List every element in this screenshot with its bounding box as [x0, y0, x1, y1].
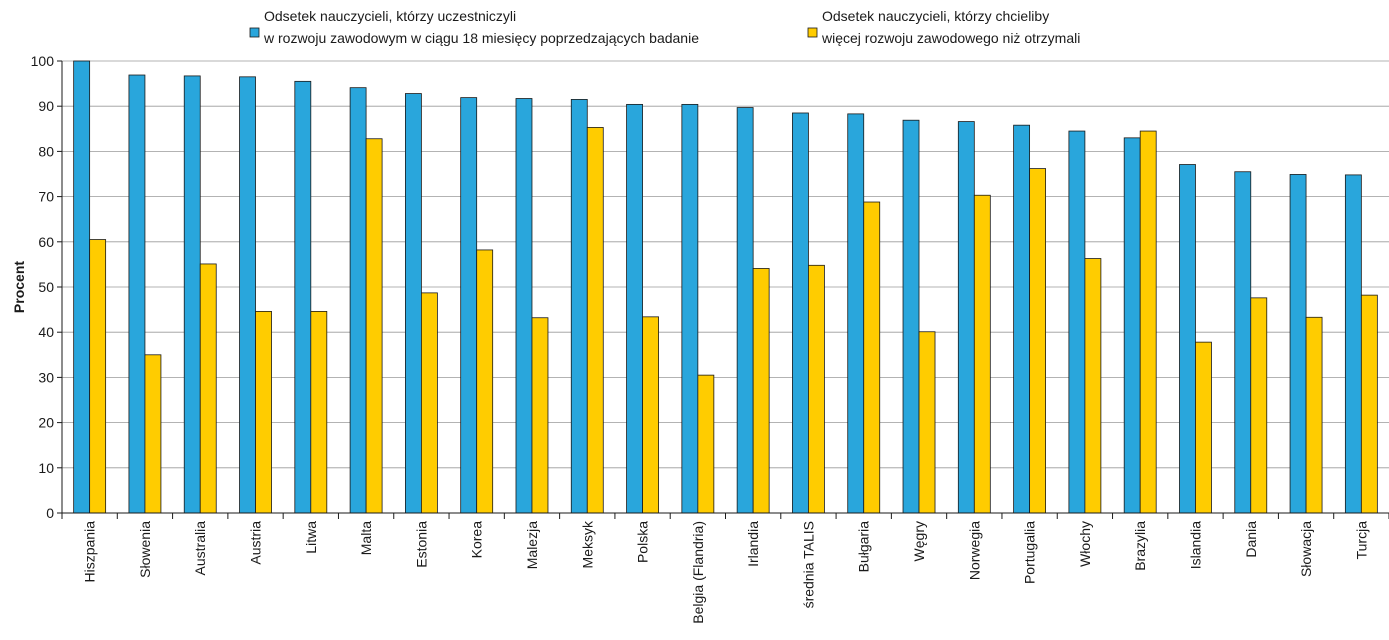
x-category-label: Polska: [635, 521, 651, 563]
bar-participated-1: [128, 74, 146, 514]
y-tick-label: 100: [31, 53, 55, 69]
x-axis-labels: Hiszpania Słowenia Australia Austria Litwa Ma…: [82, 520, 1370, 624]
x-category-label: Meksyk: [579, 520, 595, 568]
bar-wanted-more-13: [808, 264, 825, 514]
x-category-label: Islandia: [1187, 521, 1203, 569]
bar-participated-17: [1013, 124, 1031, 514]
bar-participated-23: [1344, 174, 1362, 514]
legend-label-wanted-more-line2: więcej rozwoju zawodowego niż otrzymali: [821, 30, 1080, 46]
x-category-label: Dania: [1243, 521, 1259, 558]
y-tick-label: 80: [38, 143, 54, 159]
gridlines: [62, 60, 1389, 514]
legend-swatch-wanted-more: [807, 27, 818, 38]
bar-participated-14: [847, 113, 865, 514]
x-category-label: Turcja: [1353, 521, 1369, 560]
bar-wanted-more-7: [476, 249, 494, 514]
bars: [73, 60, 1378, 514]
y-tick-label: 0: [46, 505, 54, 521]
bar-wanted-more-20: [1195, 341, 1212, 514]
bar-participated-19: [1123, 137, 1141, 514]
bar-participated-22: [1289, 174, 1307, 514]
bar-participated-2: [183, 75, 201, 514]
bar-wanted-more-16: [973, 194, 991, 514]
legend: Odsetek nauczycieli, którzy uczestniczyl…: [249, 8, 1080, 46]
x-category-label: Irlandia: [745, 521, 761, 567]
x-category-label: Malta: [358, 521, 374, 555]
bar-participated-20: [1179, 164, 1196, 514]
x-category-label: Portugalia: [1022, 521, 1038, 584]
bar-wanted-more-8: [531, 317, 549, 514]
bar-participated-4: [294, 80, 312, 514]
bar-participated-10: [626, 103, 643, 514]
bar-wanted-more-4: [310, 311, 328, 514]
bar-wanted-more-18: [1084, 258, 1102, 514]
bar-wanted-more-21: [1250, 297, 1268, 514]
bar-participated-13: [792, 112, 809, 514]
y-axis-title: Procent: [11, 261, 27, 313]
y-tick-label: 40: [38, 324, 54, 340]
y-axis-ticks: 0 10 20 30 40 50 60 70 80 90 100: [31, 53, 62, 521]
x-category-label: średnia TALIS: [800, 521, 816, 608]
x-category-label: Słowacja: [1298, 521, 1314, 577]
bar-participated-3: [239, 76, 256, 514]
bar-wanted-more-15: [918, 331, 936, 514]
y-tick-label: 60: [38, 234, 54, 250]
legend-swatch-participated: [249, 27, 260, 38]
x-category-label: Brazylia: [1132, 521, 1148, 571]
x-category-label: Korea: [469, 521, 485, 559]
axes: [61, 61, 1389, 519]
x-category-label: Litwa: [303, 521, 319, 554]
x-category-label: Australia: [192, 521, 208, 576]
bar-participated-0: [73, 60, 91, 514]
legend-label-wanted-more-line1: Odsetek nauczycieli, którzy chcieliby: [822, 8, 1049, 24]
bar-wanted-more-2: [199, 263, 217, 514]
bar-participated-8: [515, 98, 533, 514]
x-category-label: Bułgaria: [856, 521, 872, 573]
bar-participated-12: [736, 107, 754, 514]
bar-wanted-more-10: [642, 316, 659, 514]
y-tick-label: 30: [38, 369, 54, 385]
y-tick-label: 70: [38, 189, 54, 205]
bar-participated-21: [1234, 171, 1252, 514]
x-category-label: Estonia: [413, 521, 429, 568]
bar-wanted-more-0: [89, 239, 107, 514]
bar-wanted-more-5: [365, 138, 383, 514]
x-category-label: Włochy: [1077, 521, 1093, 567]
bar-wanted-more-1: [144, 354, 162, 514]
bar-wanted-more-19: [1139, 130, 1157, 514]
y-tick-label: 50: [38, 279, 54, 295]
bar-wanted-more-12: [752, 268, 770, 514]
bar-participated-15: [902, 119, 920, 514]
x-category-label: Malezja: [524, 521, 540, 569]
bar-participated-11: [681, 103, 699, 514]
bar-wanted-more-9: [586, 127, 604, 514]
x-category-label: Belgia (Flandria): [690, 521, 706, 624]
x-category-label: Norwegia: [966, 521, 982, 580]
y-tick-label: 10: [38, 460, 54, 476]
bar-wanted-more-23: [1360, 294, 1378, 514]
bar-wanted-more-22: [1305, 316, 1323, 514]
bar-participated-7: [460, 97, 478, 514]
bar-wanted-more-17: [1029, 168, 1047, 514]
y-tick-label: 20: [38, 415, 54, 431]
bar-wanted-more-3: [255, 311, 272, 514]
bar-wanted-more-6: [420, 292, 438, 514]
bar-wanted-more-11: [697, 374, 715, 514]
x-category-label: Austria: [248, 521, 264, 565]
y-tick-label: 90: [38, 98, 54, 114]
bar-participated-16: [957, 121, 975, 514]
bar-participated-6: [404, 93, 422, 514]
legend-label-participated-line1: Odsetek nauczycieli, którzy uczestniczyl…: [264, 8, 516, 24]
bar-participated-18: [1068, 130, 1086, 514]
legend-label-participated-line2: w rozwoju zawodowym w ciągu 18 miesięcy …: [263, 30, 699, 46]
bar-wanted-more-14: [863, 201, 881, 514]
bar-participated-5: [349, 87, 367, 514]
bar-participated-9: [570, 99, 588, 514]
x-category-label: Hiszpania: [82, 521, 98, 583]
x-category-label: Węgry: [911, 521, 927, 561]
x-category-label: Słowenia: [137, 521, 153, 578]
